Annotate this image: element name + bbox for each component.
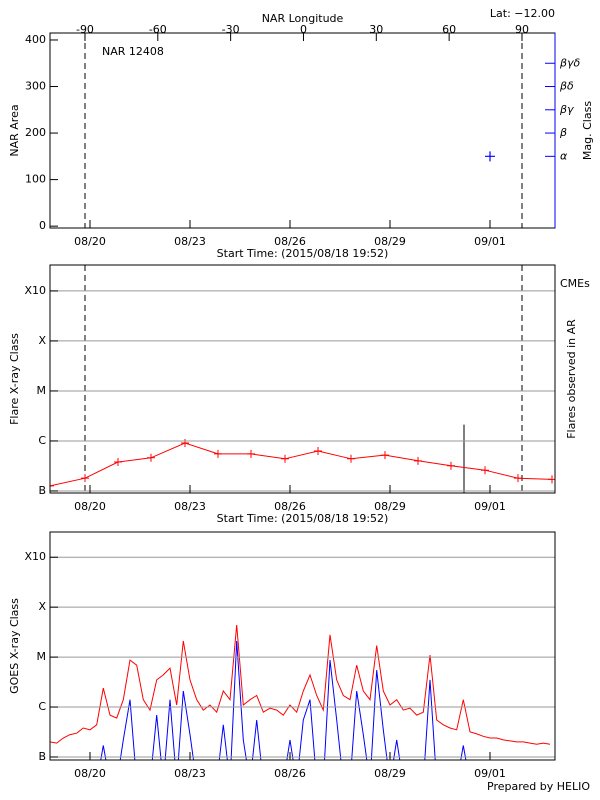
- x-axis-label: Start Time: (2015/08/18 19:52): [217, 512, 389, 525]
- plot-frame: [49, 531, 556, 761]
- y-tick-label: 300: [25, 80, 46, 93]
- y2-tick-label: βγδ: [559, 56, 581, 69]
- point: [147, 453, 155, 462]
- point: [50, 481, 54, 490]
- footer: Prepared by HELIO: [487, 780, 590, 793]
- point: [485, 151, 495, 162]
- x-tick-label: 08/23: [174, 767, 206, 780]
- y-axis-label: GOES X-ray Class: [8, 598, 21, 694]
- x-tick-label: 09/01: [474, 767, 506, 780]
- x2-tick-label: -60: [149, 23, 167, 36]
- x-tick-label: 08/20: [74, 235, 106, 248]
- point: [381, 451, 389, 460]
- cme-label: CMEs: [560, 277, 590, 290]
- y-axis-label: NAR Area: [8, 104, 21, 156]
- point: [114, 457, 122, 466]
- point: [81, 474, 89, 483]
- point: [347, 454, 355, 463]
- plot-area: [50, 265, 555, 493]
- point: [281, 454, 289, 463]
- x2-tick-label: -30: [222, 23, 240, 36]
- y-tick-label: C: [38, 434, 46, 447]
- y-tick-label: 400: [25, 33, 46, 46]
- y2-tick-label: βδ: [559, 80, 574, 93]
- y-tick-label: X: [38, 600, 46, 613]
- x2-axis-label: NAR Longitude: [262, 12, 344, 25]
- x-tick-label: 08/26: [274, 235, 306, 248]
- point: [514, 474, 522, 483]
- y-tick-label: B: [38, 484, 46, 497]
- y-tick-label: 200: [25, 126, 46, 139]
- y-tick-label: B: [38, 750, 46, 763]
- x-tick-label: 08/20: [74, 500, 106, 513]
- x-axis-label: Start Time: (2015/08/18 19:52): [217, 247, 389, 260]
- series-line: [100, 640, 467, 760]
- point: [447, 461, 455, 470]
- plot-frame: [49, 32, 556, 229]
- x-tick-label: 09/01: [474, 235, 506, 248]
- y2-axis-label: Flares observed in AR: [565, 319, 578, 439]
- x-tick-label: 08/20: [74, 767, 106, 780]
- y2-tick-label: β: [559, 126, 567, 139]
- y-tick-label: X: [38, 334, 46, 347]
- y-tick-label: C: [38, 700, 46, 713]
- point: [181, 438, 189, 447]
- y2-tick-label: α: [560, 149, 568, 162]
- point: [481, 466, 489, 475]
- plot-area: [50, 624, 551, 760]
- y2-axis-label: Mag. Class: [581, 101, 594, 160]
- x-tick-label: 08/23: [174, 235, 206, 248]
- x-tick-label: 08/29: [374, 767, 406, 780]
- plot-area: [84, 33, 523, 228]
- series-line: [50, 442, 553, 487]
- panel-title: NAR 12408: [102, 45, 164, 58]
- point: [414, 456, 422, 465]
- series-line: [50, 624, 551, 745]
- point: [247, 449, 255, 458]
- y-tick-label: 100: [25, 173, 46, 186]
- panel-subtitle: Lat: −12.00: [490, 7, 555, 20]
- y2-tick-label: βγ: [559, 103, 574, 116]
- x-tick-label: 08/26: [274, 500, 306, 513]
- x2-tick-label: 30: [369, 23, 383, 36]
- x-tick-label: 08/23: [174, 500, 206, 513]
- plot-frame: [49, 264, 556, 494]
- y-axis-label: Flare X-ray Class: [8, 333, 21, 425]
- point: [314, 446, 322, 455]
- y-tick-label: X10: [24, 550, 46, 563]
- y-tick-label: M: [37, 384, 47, 397]
- point: [214, 449, 222, 458]
- x-tick-label: 08/26: [274, 767, 306, 780]
- x2-tick-label: -90: [76, 23, 94, 36]
- y-tick-label: X10: [24, 284, 46, 297]
- y-tick-label: 0: [39, 219, 46, 232]
- x2-tick-label: 90: [515, 23, 529, 36]
- x2-tick-label: 0: [300, 23, 307, 36]
- x-tick-label: 08/29: [374, 235, 406, 248]
- x-tick-label: 08/29: [374, 500, 406, 513]
- y-tick-label: M: [37, 650, 47, 663]
- x2-tick-label: 60: [442, 23, 456, 36]
- x-tick-label: 09/01: [474, 500, 506, 513]
